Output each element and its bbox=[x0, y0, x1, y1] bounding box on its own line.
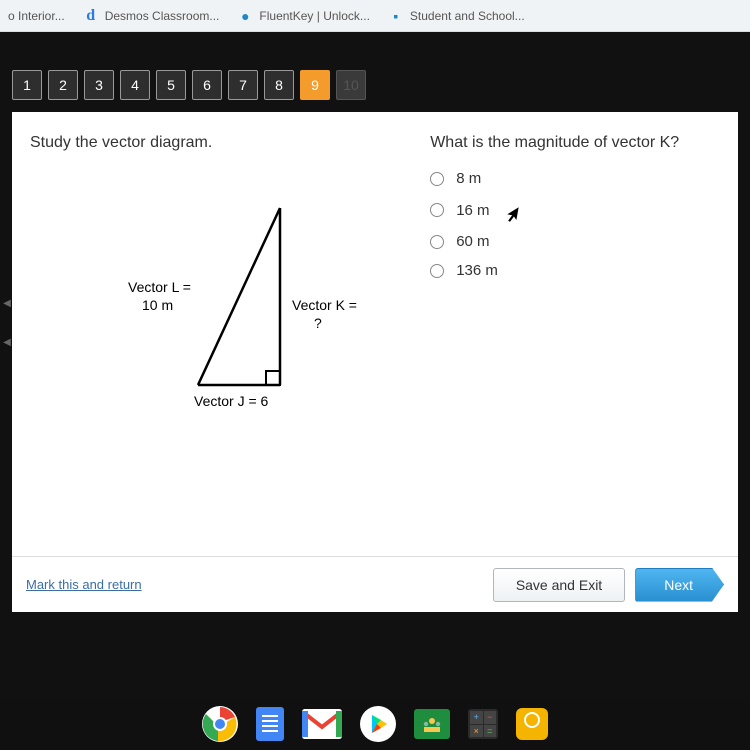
bookmark-label: o Interior... bbox=[8, 9, 65, 23]
radio-icon[interactable] bbox=[430, 203, 444, 217]
chevron-left-icon[interactable]: ◀ bbox=[3, 337, 11, 348]
question-nav-item[interactable]: 2 bbox=[48, 70, 78, 100]
answer-option[interactable]: 60 m bbox=[430, 233, 720, 250]
bookmark-item[interactable]: ▪ Student and School... bbox=[388, 8, 525, 24]
calculator-icon[interactable]: + − × = bbox=[468, 709, 498, 739]
keep-icon[interactable] bbox=[516, 708, 548, 740]
svg-text:?: ? bbox=[314, 315, 322, 331]
page-background: ◀ ◀ 12345678910 Study the vector diagram… bbox=[0, 32, 750, 698]
play-store-icon[interactable] bbox=[360, 706, 396, 742]
answer-option[interactable]: 136 m bbox=[430, 262, 720, 279]
calc-times: × bbox=[470, 725, 483, 738]
option-label: 136 m bbox=[456, 262, 498, 279]
calc-eq: = bbox=[484, 725, 497, 738]
bookmark-item[interactable]: ● FluentKey | Unlock... bbox=[237, 8, 370, 24]
question-nav-item[interactable]: 5 bbox=[156, 70, 186, 100]
next-button[interactable]: Next bbox=[635, 568, 724, 602]
bookmark-item[interactable]: d Desmos Classroom... bbox=[83, 8, 220, 24]
radio-icon[interactable] bbox=[430, 264, 444, 278]
question-nav-item[interactable]: 1 bbox=[12, 70, 42, 100]
school-icon: ▪ bbox=[388, 8, 404, 24]
option-label: 16 m bbox=[456, 202, 489, 219]
chevron-left-icon[interactable]: ◀ bbox=[3, 298, 11, 309]
quiz-card: Study the vector diagram. Vector L = 10 m… bbox=[12, 112, 738, 612]
docs-icon[interactable] bbox=[256, 707, 284, 741]
svg-text:Vector K =: Vector K = bbox=[292, 297, 357, 313]
bookmark-label: Desmos Classroom... bbox=[105, 9, 220, 23]
question-nav-item[interactable]: 3 bbox=[84, 70, 114, 100]
question-nav-item: 10 bbox=[336, 70, 366, 100]
bookmarks-bar: o Interior... d Desmos Classroom... ● Fl… bbox=[0, 0, 750, 32]
answer-option[interactable]: 8 m bbox=[430, 170, 720, 187]
bookmark-label: FluentKey | Unlock... bbox=[259, 9, 370, 23]
diagram-column: Study the vector diagram. Vector L = 10 m… bbox=[30, 134, 430, 546]
prompt-text: Study the vector diagram. bbox=[30, 134, 430, 152]
svg-text:Vector L =: Vector L = bbox=[128, 279, 191, 295]
cursor-icon bbox=[502, 204, 520, 228]
desmos-icon: d bbox=[83, 8, 99, 24]
save-exit-button[interactable]: Save and Exit bbox=[493, 568, 625, 602]
radio-icon[interactable] bbox=[430, 235, 444, 249]
classroom-icon[interactable] bbox=[414, 709, 450, 739]
calc-plus: + bbox=[470, 711, 483, 724]
question-nav-item[interactable]: 7 bbox=[228, 70, 258, 100]
gmail-icon[interactable] bbox=[302, 709, 342, 739]
diagram-wrap: Vector L = 10 m Vector K =? Vector J = 6 bbox=[30, 200, 430, 420]
answer-options: 8 m 16 m 60 m 136 m bbox=[430, 170, 720, 279]
svg-text:10 m: 10 m bbox=[142, 297, 173, 313]
calc-minus: − bbox=[484, 711, 497, 724]
question-nav-item[interactable]: 4 bbox=[120, 70, 150, 100]
question-nav-item[interactable]: 8 bbox=[264, 70, 294, 100]
answer-option[interactable]: 16 m bbox=[430, 199, 720, 221]
bookmark-label: Student and School... bbox=[410, 9, 525, 23]
taskbar: + − × = bbox=[0, 698, 750, 750]
card-body: Study the vector diagram. Vector L = 10 m… bbox=[12, 112, 738, 556]
question-text: What is the magnitude of vector K? bbox=[430, 134, 720, 152]
bookmark-item[interactable]: o Interior... bbox=[8, 9, 65, 23]
question-nav: 12345678910 bbox=[0, 70, 750, 104]
question-nav-item[interactable]: 9 bbox=[300, 70, 330, 100]
question-nav-item[interactable]: 6 bbox=[192, 70, 222, 100]
mark-return-link[interactable]: Mark this and return bbox=[26, 577, 142, 592]
question-column: What is the magnitude of vector K? 8 m 16… bbox=[430, 134, 720, 546]
card-footer: Mark this and return Save and Exit Next bbox=[12, 556, 738, 612]
chrome-icon[interactable] bbox=[202, 706, 238, 742]
vector-diagram: Vector L = 10 m Vector K =? Vector J = 6 bbox=[100, 200, 360, 420]
radio-icon[interactable] bbox=[430, 172, 444, 186]
option-label: 8 m bbox=[456, 170, 481, 187]
fluentkey-icon: ● bbox=[237, 8, 253, 24]
svg-text:Vector J = 6: Vector J = 6 bbox=[194, 393, 269, 409]
option-label: 60 m bbox=[456, 233, 489, 250]
